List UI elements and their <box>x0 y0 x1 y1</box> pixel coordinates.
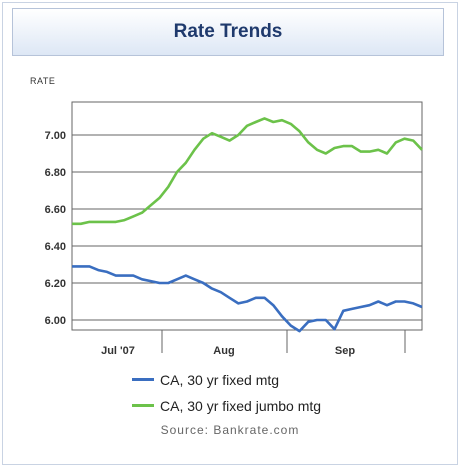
y-tick-label: 6.60 <box>45 204 66 216</box>
y-tick-label: 7.00 <box>45 130 66 142</box>
x-tick-label: Sep <box>335 345 355 357</box>
widget-title: Rate Trends <box>173 21 283 42</box>
legend-swatch-jumbo <box>132 403 154 407</box>
legend-item-fixed: CA, 30 yr fixed mtg <box>132 372 279 388</box>
x-tick-label: Jul '07 <box>101 345 135 357</box>
series-line-jumbo <box>72 117 423 226</box>
legend-item-jumbo: CA, 30 yr fixed jumbo mtg <box>132 398 321 414</box>
x-tick-label: Aug <box>213 345 234 357</box>
widget-header: Rate Trends <box>12 8 444 56</box>
y-tick-label: 6.80 <box>45 167 66 179</box>
source-credit: Source: Bankrate.com <box>160 423 300 437</box>
y-tick-label: 6.40 <box>45 241 66 253</box>
legend-label-jumbo: CA, 30 yr fixed jumbo mtg <box>160 398 322 414</box>
legend-label-fixed: CA, 30 yr fixed mtg <box>160 372 280 388</box>
y-axis-label: RATE <box>30 76 56 86</box>
y-tick-label: 6.20 <box>45 278 66 290</box>
y-tick-label: 6.00 <box>45 315 66 327</box>
plot-border <box>71 101 423 331</box>
legend-swatch-fixed <box>132 377 154 381</box>
series-line-fixed <box>72 265 423 333</box>
